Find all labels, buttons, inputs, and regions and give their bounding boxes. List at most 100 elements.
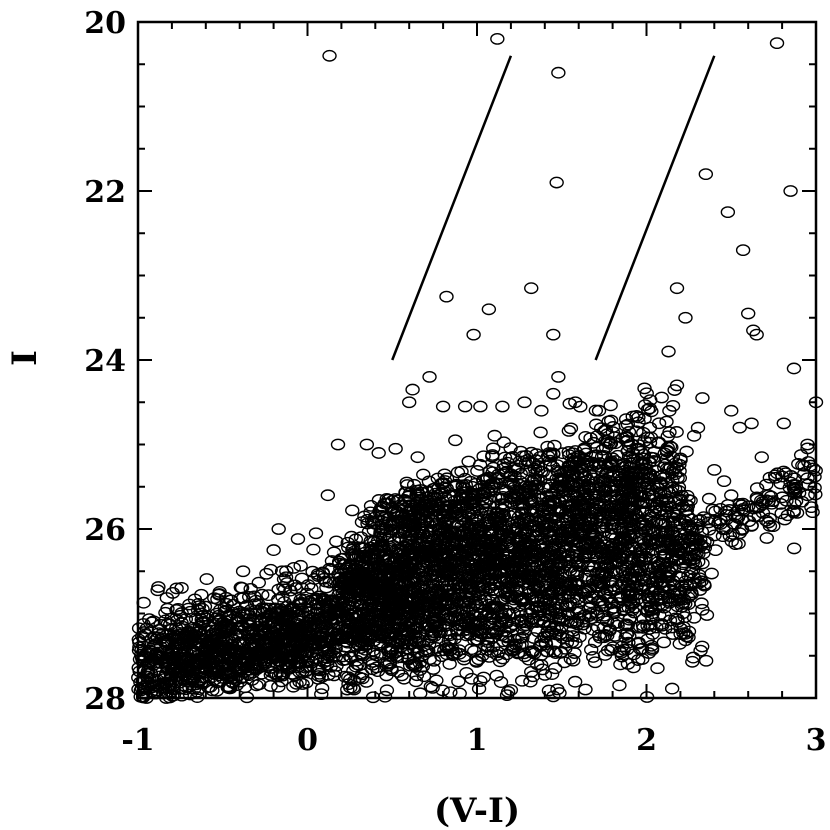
- data-point: [749, 501, 764, 514]
- data-point: [537, 609, 552, 622]
- data-point: [133, 690, 148, 703]
- data-point: [419, 491, 434, 504]
- data-point: [587, 530, 603, 543]
- data-point: [307, 573, 322, 585]
- data-point: [629, 425, 644, 438]
- data-point: [259, 567, 274, 580]
- data-point: [732, 498, 747, 510]
- data-point: [724, 404, 739, 417]
- data-point: [698, 168, 714, 181]
- data-point: [151, 581, 166, 593]
- data-point: [686, 651, 701, 664]
- data-point: [600, 629, 615, 642]
- data-point: [645, 607, 660, 620]
- data-point: [734, 499, 749, 512]
- data-point: [376, 601, 392, 613]
- data-point: [808, 488, 823, 501]
- data-point: [547, 496, 563, 509]
- data-point: [220, 667, 235, 679]
- data-point: [691, 514, 706, 527]
- data-point: [473, 400, 488, 413]
- data-point: [552, 496, 567, 509]
- data-point: [186, 644, 201, 657]
- data-point: [568, 396, 583, 409]
- data-point: [405, 557, 420, 570]
- data-point: [668, 457, 683, 470]
- data-point: [291, 624, 306, 636]
- data-point: [413, 687, 428, 700]
- data-point: [463, 628, 478, 641]
- data-point: [497, 624, 512, 637]
- data-point: [786, 506, 801, 519]
- data-point: [503, 490, 518, 503]
- data-point: [606, 514, 621, 527]
- data-point: [725, 527, 741, 540]
- data-point: [620, 431, 635, 443]
- data-point: [715, 530, 731, 543]
- data-point: [432, 597, 447, 610]
- data-point: [518, 550, 533, 563]
- data-point: [603, 399, 618, 412]
- data-point: [228, 643, 243, 656]
- data-point: [541, 684, 557, 697]
- data-point: [425, 612, 440, 625]
- data-point: [487, 491, 503, 503]
- data-point: [541, 586, 557, 599]
- data-point: [470, 465, 485, 477]
- data-point: [202, 665, 218, 678]
- data-point: [602, 458, 618, 471]
- data-point: [549, 176, 564, 189]
- data-point: [654, 391, 669, 404]
- data-point: [461, 597, 477, 610]
- data-point: [328, 642, 343, 654]
- data-point: [612, 645, 627, 658]
- data-point: [551, 466, 566, 479]
- data-point: [275, 590, 290, 603]
- data-point: [168, 634, 183, 647]
- data-point: [457, 400, 473, 413]
- data-point: [734, 524, 750, 536]
- data-point: [680, 591, 696, 604]
- data-point: [390, 526, 405, 539]
- data-point: [380, 585, 395, 598]
- data-point: [522, 573, 538, 585]
- data-point: [732, 421, 747, 434]
- data-point: [495, 612, 511, 625]
- data-point: [314, 637, 330, 650]
- data-point: [292, 676, 307, 688]
- data-point: [439, 290, 454, 303]
- data-point: [328, 650, 344, 663]
- data-point: [766, 520, 781, 532]
- data-point: [544, 668, 560, 680]
- data-point: [635, 516, 651, 529]
- data-point: [461, 581, 476, 593]
- data-point: [741, 307, 756, 320]
- data-point: [537, 579, 552, 592]
- data-point: [633, 620, 648, 633]
- data-point: [293, 559, 308, 572]
- data-point: [626, 661, 641, 674]
- data-point: [575, 468, 590, 481]
- data-point: [583, 514, 599, 527]
- data-point: [289, 622, 304, 635]
- data-point: [382, 570, 398, 583]
- data-point: [151, 624, 167, 636]
- data-point: [532, 451, 548, 463]
- data-point: [546, 387, 561, 400]
- data-point: [243, 582, 258, 595]
- data-point: [234, 672, 249, 685]
- data-point: [152, 680, 167, 692]
- data-point: [467, 522, 482, 535]
- data-point: [335, 650, 351, 663]
- data-point: [170, 614, 185, 627]
- data-point: [563, 653, 579, 665]
- data-point: [623, 438, 639, 450]
- data-point: [533, 560, 549, 573]
- data-point: [353, 551, 369, 564]
- data-point: [569, 578, 585, 591]
- data-point: [322, 49, 337, 62]
- data-point: [402, 396, 417, 409]
- data-point: [652, 478, 668, 491]
- data-point: [206, 667, 221, 679]
- data-point: [667, 580, 682, 593]
